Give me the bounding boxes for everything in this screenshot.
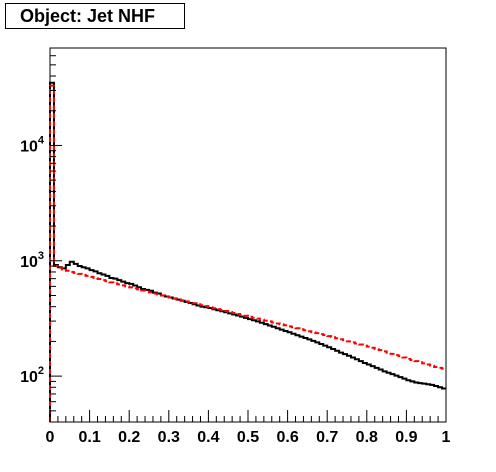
x-tick-label: 0.4 xyxy=(197,429,219,446)
x-tick-label: 0.3 xyxy=(158,429,180,446)
histogram-series-1 xyxy=(49,81,446,422)
chart-title: Object: Jet NHF xyxy=(5,3,185,29)
x-tick-label: 0 xyxy=(46,429,55,446)
histogram-series-2 xyxy=(49,84,446,422)
y-tick-label: 102 xyxy=(20,365,44,386)
y-tick-label: 104 xyxy=(20,134,45,155)
x-axis: 0 0.1 0.2 0.3 0.4 0.5 0.6 0.7 0.8 0.9 1 xyxy=(46,410,451,446)
x-tick-label: 0.7 xyxy=(316,429,338,446)
x-tick-label: 0.8 xyxy=(356,429,378,446)
x-tick-label: 0.1 xyxy=(78,429,100,446)
x-tick-label: 0.6 xyxy=(276,429,298,446)
plot-frame xyxy=(49,47,447,423)
x-tick-label: 1 xyxy=(442,429,451,446)
y-tick-label: 103 xyxy=(20,250,44,271)
x-tick-label: 0.9 xyxy=(395,429,417,446)
histogram-layer xyxy=(49,81,446,422)
y-axis: 102 103 104 xyxy=(20,47,62,423)
x-tick-label: 0.5 xyxy=(237,429,259,446)
x-tick-label: 0.2 xyxy=(118,429,140,446)
